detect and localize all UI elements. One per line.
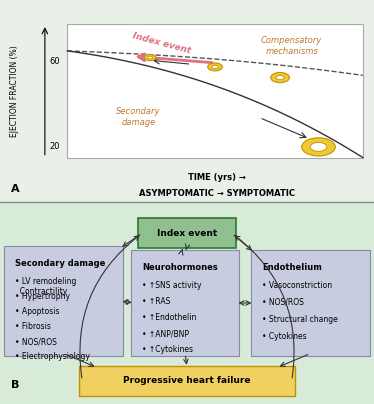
Circle shape	[144, 55, 156, 61]
Circle shape	[148, 56, 153, 59]
Text: • Hypertrophy: • Hypertrophy	[15, 292, 70, 301]
Text: ASYMPTOMATIC → SYMPTOMATIC: ASYMPTOMATIC → SYMPTOMATIC	[139, 189, 295, 198]
Circle shape	[212, 65, 218, 69]
Text: • ↑ANP/BNP: • ↑ANP/BNP	[142, 329, 189, 338]
Text: • ↑Cytokines: • ↑Cytokines	[142, 345, 193, 354]
Text: • ↑SNS activity: • ↑SNS activity	[142, 281, 202, 290]
Text: • ↑Endothelin: • ↑Endothelin	[142, 313, 196, 322]
Text: • Apoptosis: • Apoptosis	[15, 307, 59, 316]
Text: Index event: Index event	[132, 31, 192, 55]
Text: • Fibrosis: • Fibrosis	[15, 322, 51, 331]
Text: • Vasoconstriction: • Vasoconstriction	[262, 281, 332, 290]
Text: B: B	[11, 380, 19, 390]
Text: • NOS/ROS: • NOS/ROS	[262, 298, 304, 307]
Text: Secondary damage: Secondary damage	[15, 259, 105, 267]
Text: Neurohormones: Neurohormones	[142, 263, 218, 271]
Circle shape	[276, 76, 284, 80]
Text: TIME (yrs) →: TIME (yrs) →	[188, 173, 246, 182]
Text: • LV remodeling
  Contractility: • LV remodeling Contractility	[15, 277, 76, 296]
Text: Endothelium: Endothelium	[262, 263, 322, 271]
Circle shape	[301, 138, 335, 156]
Circle shape	[310, 143, 327, 152]
Text: • ↑RAS: • ↑RAS	[142, 297, 171, 306]
Text: • Cytokines: • Cytokines	[262, 332, 306, 341]
Text: Compensatory
mechanisms: Compensatory mechanisms	[261, 36, 322, 56]
FancyBboxPatch shape	[67, 24, 363, 158]
FancyBboxPatch shape	[251, 250, 370, 356]
FancyBboxPatch shape	[131, 250, 239, 356]
Text: Progressive heart failure: Progressive heart failure	[123, 376, 251, 385]
Text: • Electrophysiology: • Electrophysiology	[15, 352, 90, 362]
Text: EJECTION FRACTION (%): EJECTION FRACTION (%)	[10, 45, 19, 137]
FancyBboxPatch shape	[4, 246, 123, 356]
FancyBboxPatch shape	[138, 218, 236, 248]
Text: • Structural change: • Structural change	[262, 315, 338, 324]
Text: 60: 60	[49, 57, 60, 66]
Text: Secondary
damage: Secondary damage	[116, 107, 160, 127]
Text: 20: 20	[49, 142, 60, 152]
Circle shape	[208, 63, 223, 71]
Circle shape	[271, 72, 289, 83]
Text: A: A	[11, 184, 20, 194]
FancyBboxPatch shape	[79, 366, 295, 396]
Text: • NOS/ROS: • NOS/ROS	[15, 337, 57, 346]
Text: Index event: Index event	[157, 229, 217, 238]
